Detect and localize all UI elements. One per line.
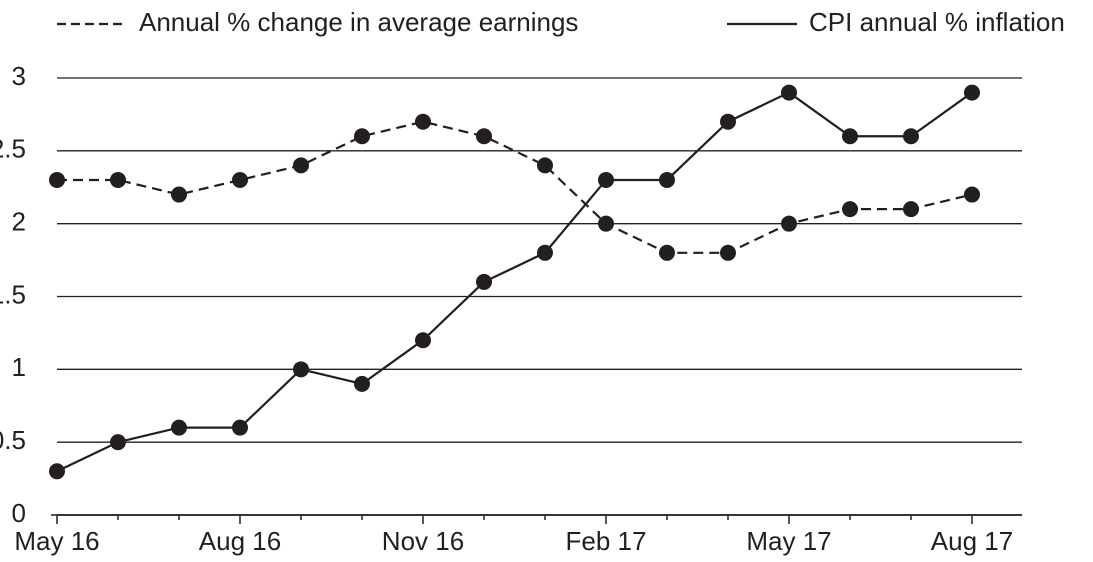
data-point (720, 244, 736, 261)
y-tick-label: 2 (12, 207, 26, 237)
data-point (49, 171, 65, 188)
data-point (354, 375, 370, 392)
y-tick-label: 3 (12, 61, 26, 91)
x-tick-label: May 17 (746, 526, 831, 556)
x-tick-label: Aug 16 (199, 526, 281, 556)
data-point (232, 171, 248, 188)
legend-label: Annual % change in average earnings (139, 7, 578, 37)
data-point (415, 332, 431, 349)
y-tick-label: 1 (12, 352, 26, 382)
y-tick-label: 0 (12, 498, 26, 528)
data-point (171, 419, 187, 436)
y-tick-label: 0.5 (0, 425, 26, 455)
y-tick-label: 1.5 (0, 279, 26, 309)
data-point (781, 84, 797, 101)
data-point (781, 215, 797, 232)
series-line (57, 120, 973, 254)
data-point (842, 201, 858, 218)
data-point (232, 419, 248, 436)
data-point (537, 157, 553, 174)
data-point (598, 215, 614, 232)
data-point (354, 128, 370, 145)
x-tick-label: Aug 17 (931, 526, 1013, 556)
data-point (293, 361, 309, 378)
data-point (537, 244, 553, 261)
data-point (293, 157, 309, 174)
data-point (598, 171, 614, 188)
data-point (659, 244, 675, 261)
data-point (903, 128, 919, 145)
series-line (56, 91, 973, 473)
data-point (49, 463, 65, 480)
data-point (842, 128, 858, 145)
data-point (476, 128, 492, 145)
data-point (903, 201, 919, 218)
data-point (720, 113, 736, 130)
data-point (659, 171, 675, 188)
data-point (415, 113, 431, 130)
x-tick-label: May 16 (14, 526, 99, 556)
data-point (476, 273, 492, 290)
y-tick-label: 2.5 (0, 134, 26, 164)
data-point (110, 171, 126, 188)
data-point (964, 84, 980, 101)
data-point (171, 186, 187, 203)
x-tick-label: Nov 16 (382, 526, 464, 556)
data-point (110, 434, 126, 451)
legend-label: CPI annual % inflation (809, 7, 1065, 37)
x-tick-label: Feb 17 (566, 526, 647, 556)
data-point (964, 186, 980, 203)
